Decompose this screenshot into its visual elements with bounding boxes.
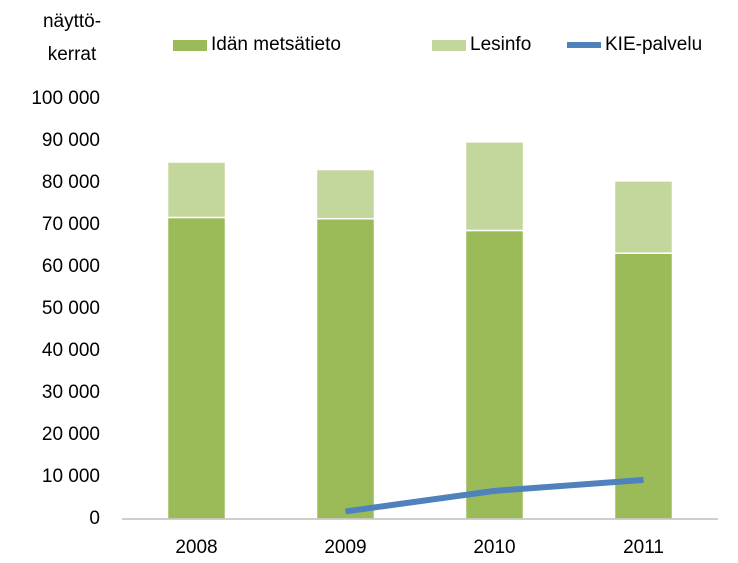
bar [166, 216, 227, 520]
y-tick-label: 60 000 [42, 256, 100, 277]
legend-swatch [173, 40, 207, 51]
y-tick-label: 70 000 [42, 214, 100, 235]
bar [464, 229, 525, 520]
bar [315, 168, 376, 220]
bar [613, 180, 674, 254]
y-tick-label: 40 000 [42, 340, 100, 361]
x-tick-label: 2011 [623, 537, 664, 558]
y-tick-label: 50 000 [42, 298, 100, 319]
y-tick-label: 100 000 [31, 88, 100, 109]
legend-label: KIE-palvelu [605, 34, 702, 55]
y-axis-label: näyttö-kerrat [43, 11, 101, 65]
y-tick-label: 80 000 [42, 172, 100, 193]
y-tick-label: 90 000 [42, 130, 100, 151]
y-tick-label: 20 000 [42, 424, 100, 445]
y-tick-label: 0 [89, 508, 100, 529]
bar [613, 252, 674, 520]
y-tick-label: 30 000 [42, 382, 100, 403]
legend-label: Lesinfo [470, 34, 531, 55]
x-tick-label: 2009 [324, 537, 366, 558]
bar [166, 161, 227, 219]
legend-swatch [432, 40, 466, 51]
legend-label: Idän metsätieto [211, 34, 341, 55]
x-tick-label: 2010 [473, 537, 515, 558]
bar [315, 217, 376, 520]
bar [464, 141, 525, 232]
line [345, 476, 644, 515]
y-tick-label: 10 000 [42, 466, 100, 487]
x-tick-label: 2008 [175, 537, 217, 558]
